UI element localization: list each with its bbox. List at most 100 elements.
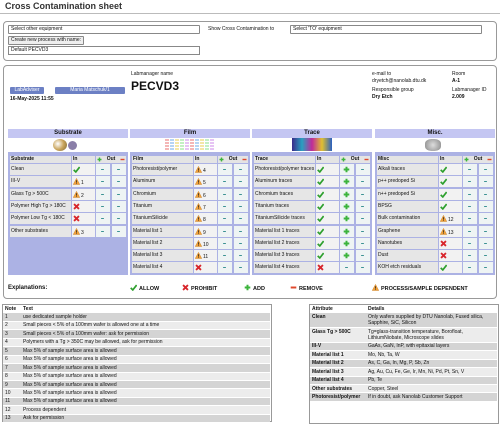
attributes-table: Attribute Details Clean Only wafers supplie…: [310, 305, 497, 401]
add-icon: [464, 157, 469, 162]
section-header: Misc.: [375, 129, 495, 138]
note-number: 7: [203, 204, 206, 211]
periodic-table-image: [165, 148, 169, 151]
out-cell: [356, 176, 370, 188]
legend-text: PROHIBIT: [191, 286, 218, 292]
page-title: Cross Contamination sheet: [5, 1, 123, 11]
table-row: 8 Max 5% of sample surface area is allowe…: [3, 372, 270, 381]
out-cell: [112, 164, 126, 175]
note-number: 13: [448, 229, 454, 236]
periodic-table-image: [205, 139, 209, 142]
column-header: Film: [132, 156, 193, 163]
dash-icon: [223, 230, 226, 232]
dependent-icon: [440, 215, 447, 222]
row-name: BPSG: [377, 200, 438, 212]
periodic-table-image: [195, 139, 199, 142]
periodic-table-image: [190, 139, 194, 142]
prohibit-icon: [73, 203, 80, 210]
periodic-table-image: [180, 142, 184, 145]
note-number: 5: [203, 180, 206, 187]
out-cell: [356, 200, 370, 212]
remove-icon: [364, 158, 369, 161]
in-cell: 1: [72, 176, 95, 188]
column-header: Misc: [377, 156, 438, 163]
out-cell: [234, 176, 248, 188]
detail-cell: If in doubt, ask Nanolab Customer Suppor…: [368, 394, 463, 401]
dependent-icon: [73, 178, 80, 185]
row-name: Glass Tg > 500C: [10, 188, 71, 200]
allow-icon: [440, 166, 447, 173]
create-button[interactable]: Create new process with name:: [8, 36, 85, 45]
room-label: Room: [452, 71, 466, 77]
dash-icon: [468, 218, 471, 220]
in-cell: 7: [194, 200, 217, 212]
row-name: Dust: [377, 250, 438, 262]
remove-icon: [290, 286, 297, 289]
out-cell: [340, 176, 354, 188]
labadviser-button[interactable]: LabAdviser: [10, 87, 44, 94]
row-name: Other substrates: [10, 225, 71, 237]
out-cell: [356, 250, 370, 262]
row-name: Titanium: [132, 200, 193, 212]
periodic-table-image: [185, 148, 189, 151]
in-cell: [439, 200, 462, 212]
from-select[interactable]: Select other equipment: [8, 25, 200, 34]
key-cell: III-V: [312, 343, 322, 350]
to-label: Show Cross Contamination to: [208, 26, 275, 32]
out-cell: [479, 213, 493, 225]
detail-cell: GaAs, GaN, InP, with epitaxial layers: [368, 343, 450, 350]
out-cell: [234, 164, 248, 175]
key-cell: Other substrates: [312, 385, 353, 392]
periodic-table-image: [195, 148, 199, 151]
out-cell: [463, 225, 477, 237]
to-select[interactable]: Select 'TO' equipment: [290, 25, 482, 34]
dependent-icon: [195, 178, 202, 185]
notes-table: Note Text 1 use dedicated sample holder 2 Sma…: [3, 305, 270, 423]
out-cell: [218, 237, 232, 249]
row-name: Alkali traces: [377, 164, 438, 175]
out-cell: [218, 262, 232, 274]
allow-icon: [317, 203, 324, 210]
row-name: Material list 4: [132, 262, 193, 274]
in-cell: 9: [194, 225, 217, 237]
group: Dry Etch: [372, 94, 393, 100]
section: Trace Trace In Out Photoresist/polymer trace…: [252, 129, 372, 275]
row-name: Material list 1: [132, 225, 193, 237]
out-cell: [340, 262, 354, 274]
dash-icon: [361, 169, 364, 170]
detail-cell: Max 5% of sample surface area is allowed: [23, 364, 117, 371]
notes-frame: [2, 304, 272, 422]
name-input[interactable]: Default PECVD3: [8, 46, 200, 55]
out-cell: [218, 213, 232, 225]
out-cell: [96, 213, 110, 225]
row-name: n++ predoped Si: [377, 188, 438, 200]
periodic-table-image: [200, 145, 204, 148]
add-icon: [244, 284, 251, 291]
out-cell: [479, 188, 493, 200]
dash-icon: [223, 193, 226, 195]
periodic-table-image: [175, 145, 179, 148]
section-header: Film: [130, 129, 250, 138]
user-button[interactable]: Maria Matschuk/1: [55, 87, 125, 94]
key-cell: Glass Tg > 500C: [312, 328, 351, 335]
allow-icon: [317, 166, 324, 173]
out-cell: [96, 225, 110, 237]
out-cell: [234, 200, 248, 212]
periodic-table-image: [180, 145, 184, 148]
allow-icon: [73, 166, 80, 173]
dash-icon: [484, 230, 487, 232]
periodic-table-image: [185, 142, 189, 145]
key-cell: Material list 1: [312, 351, 344, 358]
dash-icon: [239, 169, 242, 170]
key-cell: Clean: [312, 314, 326, 321]
dash-icon: [484, 267, 487, 269]
prohibit-icon: [195, 264, 202, 271]
tool-name: PECVD3: [131, 79, 180, 93]
row-name: Material list 4 traces: [254, 262, 315, 274]
allow-icon: [130, 284, 137, 291]
out-cell: [340, 213, 354, 225]
out-cell: [234, 188, 248, 200]
periodic-table-image: [210, 148, 214, 151]
out-cell: [218, 250, 232, 262]
